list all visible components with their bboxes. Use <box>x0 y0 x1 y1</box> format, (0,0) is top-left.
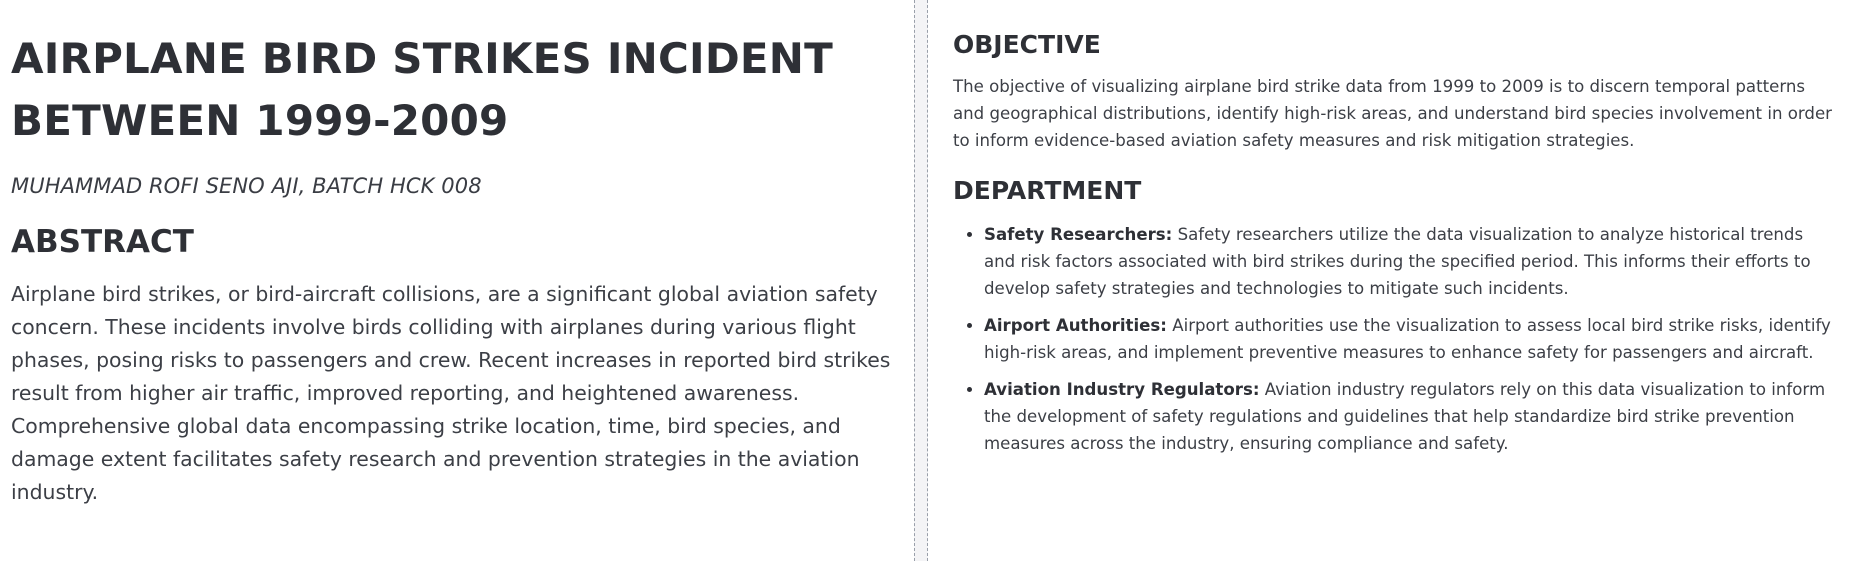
column-divider[interactable] <box>914 0 928 561</box>
objective-heading: OBJECTIVE <box>953 30 1101 59</box>
department-item-text: Airport authorities use the visualizatio… <box>984 316 1831 362</box>
department-list: Safety Researchers: Safety researchers u… <box>953 221 1833 457</box>
right-column: OBJECTIVE The objective of visualizing a… <box>953 0 1833 467</box>
department-item-text: Aviation industry regulators rely on thi… <box>984 380 1826 453</box>
department-item-text: Safety researchers utilize the data visu… <box>984 225 1811 298</box>
department-item-name: Safety Researchers: <box>984 225 1173 244</box>
department-item-aviation-regulators: Aviation Industry Regulators: Aviation i… <box>984 376 1833 457</box>
department-item-name: Aviation Industry Regulators: <box>984 380 1260 399</box>
department-heading: DEPARTMENT <box>953 176 1142 205</box>
objective-text: The objective of visualizing airplane bi… <box>953 77 1832 150</box>
left-column: AIRPLANE BIRD STRIKES INCIDENT BETWEEN 1… <box>11 0 901 509</box>
document-title: AIRPLANE BIRD STRIKES INCIDENT BETWEEN 1… <box>11 34 834 145</box>
department-item-name: Airport Authorities: <box>984 316 1167 335</box>
abstract-text: Airplane bird strikes, or bird-aircraft … <box>11 282 891 504</box>
author-line: MUHAMMAD ROFI SENO AJI, BATCH HCK 008 <box>11 174 482 198</box>
department-item-safety-researchers: Safety Researchers: Safety researchers u… <box>984 221 1833 302</box>
abstract-heading: ABSTRACT <box>11 224 194 260</box>
department-item-airport-authorities: Airport Authorities: Airport authorities… <box>984 312 1833 366</box>
